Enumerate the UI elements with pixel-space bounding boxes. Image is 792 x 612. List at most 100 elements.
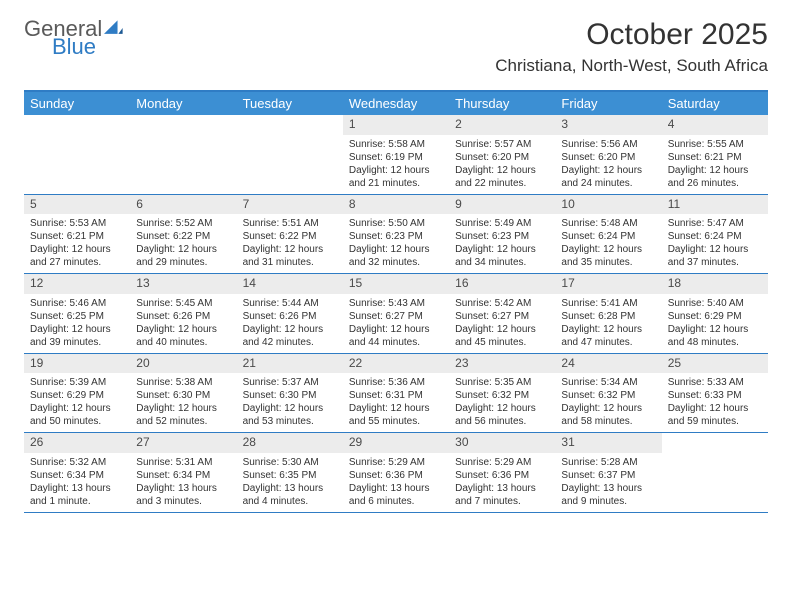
day-cell: 29Sunrise: 5:29 AMSunset: 6:36 PMDayligh… [343,433,449,512]
day-number: 17 [555,274,661,294]
week-row: 5Sunrise: 5:53 AMSunset: 6:21 PMDaylight… [24,195,768,275]
day-body: Sunrise: 5:39 AMSunset: 6:29 PMDaylight:… [24,373,130,432]
daylight-text: Daylight: 13 hours and 3 minutes. [136,482,230,508]
day-body: Sunrise: 5:30 AMSunset: 6:35 PMDaylight:… [237,453,343,512]
day-body: Sunrise: 5:53 AMSunset: 6:21 PMDaylight:… [24,214,130,273]
day-body: Sunrise: 5:41 AMSunset: 6:28 PMDaylight:… [555,294,661,353]
daylight-text: Daylight: 12 hours and 32 minutes. [349,243,443,269]
day-number: 23 [449,354,555,374]
daylight-text: Daylight: 12 hours and 55 minutes. [349,402,443,428]
day-cell: 7Sunrise: 5:51 AMSunset: 6:22 PMDaylight… [237,195,343,274]
sunrise-text: Sunrise: 5:34 AM [561,376,655,389]
day-number: 5 [24,195,130,215]
daylight-text: Daylight: 12 hours and 35 minutes. [561,243,655,269]
day-body: Sunrise: 5:37 AMSunset: 6:30 PMDaylight:… [237,373,343,432]
daylight-text: Daylight: 12 hours and 59 minutes. [668,402,762,428]
day-number: 26 [24,433,130,453]
sunrise-text: Sunrise: 5:40 AM [668,297,762,310]
sunset-text: Sunset: 6:36 PM [349,469,443,482]
day-body: Sunrise: 5:42 AMSunset: 6:27 PMDaylight:… [449,294,555,353]
day-cell: 22Sunrise: 5:36 AMSunset: 6:31 PMDayligh… [343,354,449,433]
daylight-text: Daylight: 12 hours and 22 minutes. [455,164,549,190]
day-number: 3 [555,115,661,135]
day-number: 9 [449,195,555,215]
day-body: Sunrise: 5:35 AMSunset: 6:32 PMDaylight:… [449,373,555,432]
day-cell: 3Sunrise: 5:56 AMSunset: 6:20 PMDaylight… [555,115,661,194]
daylight-text: Daylight: 12 hours and 44 minutes. [349,323,443,349]
day-number: 19 [24,354,130,374]
day-number: 28 [237,433,343,453]
day-body: Sunrise: 5:57 AMSunset: 6:20 PMDaylight:… [449,135,555,194]
day-body: Sunrise: 5:28 AMSunset: 6:37 PMDaylight:… [555,453,661,512]
logo: GeneralBlue [24,18,126,58]
day-cell: 24Sunrise: 5:34 AMSunset: 6:32 PMDayligh… [555,354,661,433]
day-cell: 30Sunrise: 5:29 AMSunset: 6:36 PMDayligh… [449,433,555,512]
sunset-text: Sunset: 6:30 PM [136,389,230,402]
day-cell: 20Sunrise: 5:38 AMSunset: 6:30 PMDayligh… [130,354,236,433]
month-title: October 2025 [495,18,768,52]
daylight-text: Daylight: 12 hours and 26 minutes. [668,164,762,190]
day-cell: 17Sunrise: 5:41 AMSunset: 6:28 PMDayligh… [555,274,661,353]
day-number: 10 [555,195,661,215]
sunrise-text: Sunrise: 5:36 AM [349,376,443,389]
day-body: Sunrise: 5:48 AMSunset: 6:24 PMDaylight:… [555,214,661,273]
sunset-text: Sunset: 6:28 PM [561,310,655,323]
calendar: Sunday Monday Tuesday Wednesday Thursday… [24,90,768,513]
sunset-text: Sunset: 6:20 PM [455,151,549,164]
sunrise-text: Sunrise: 5:28 AM [561,456,655,469]
day-body: Sunrise: 5:50 AMSunset: 6:23 PMDaylight:… [343,214,449,273]
sunrise-text: Sunrise: 5:47 AM [668,217,762,230]
day-number: 27 [130,433,236,453]
day-number: 24 [555,354,661,374]
day-cell: 28Sunrise: 5:30 AMSunset: 6:35 PMDayligh… [237,433,343,512]
day-body: Sunrise: 5:38 AMSunset: 6:30 PMDaylight:… [130,373,236,432]
day-number: 12 [24,274,130,294]
sunset-text: Sunset: 6:36 PM [455,469,549,482]
day-number: 14 [237,274,343,294]
daylight-text: Daylight: 13 hours and 4 minutes. [243,482,337,508]
day-number: 7 [237,195,343,215]
day-cell: 14Sunrise: 5:44 AMSunset: 6:26 PMDayligh… [237,274,343,353]
daylight-text: Daylight: 12 hours and 27 minutes. [30,243,124,269]
day-number: 31 [555,433,661,453]
daylight-text: Daylight: 12 hours and 58 minutes. [561,402,655,428]
day-body: Sunrise: 5:56 AMSunset: 6:20 PMDaylight:… [555,135,661,194]
day-body: Sunrise: 5:31 AMSunset: 6:34 PMDaylight:… [130,453,236,512]
daylight-text: Daylight: 12 hours and 40 minutes. [136,323,230,349]
day-body: Sunrise: 5:47 AMSunset: 6:24 PMDaylight:… [662,214,768,273]
day-number: 13 [130,274,236,294]
day-body: Sunrise: 5:36 AMSunset: 6:31 PMDaylight:… [343,373,449,432]
sunset-text: Sunset: 6:23 PM [455,230,549,243]
day-number: 22 [343,354,449,374]
day-body: Sunrise: 5:45 AMSunset: 6:26 PMDaylight:… [130,294,236,353]
daylight-text: Daylight: 12 hours and 48 minutes. [668,323,762,349]
day-header-thursday: Thursday [449,92,555,115]
day-cell: 1Sunrise: 5:58 AMSunset: 6:19 PMDaylight… [343,115,449,194]
sunrise-text: Sunrise: 5:58 AM [349,138,443,151]
daylight-text: Daylight: 12 hours and 53 minutes. [243,402,337,428]
day-number: 1 [343,115,449,135]
sunset-text: Sunset: 6:25 PM [30,310,124,323]
sunrise-text: Sunrise: 5:33 AM [668,376,762,389]
sunset-text: Sunset: 6:24 PM [668,230,762,243]
daylight-text: Daylight: 12 hours and 47 minutes. [561,323,655,349]
sunrise-text: Sunrise: 5:38 AM [136,376,230,389]
daylight-text: Daylight: 13 hours and 6 minutes. [349,482,443,508]
sunrise-text: Sunrise: 5:44 AM [243,297,337,310]
day-number: 4 [662,115,768,135]
daylight-text: Daylight: 12 hours and 52 minutes. [136,402,230,428]
daylight-text: Daylight: 12 hours and 21 minutes. [349,164,443,190]
day-body: Sunrise: 5:46 AMSunset: 6:25 PMDaylight:… [24,294,130,353]
sunrise-text: Sunrise: 5:42 AM [455,297,549,310]
day-cell: 18Sunrise: 5:40 AMSunset: 6:29 PMDayligh… [662,274,768,353]
daylight-text: Daylight: 12 hours and 31 minutes. [243,243,337,269]
day-number: 6 [130,195,236,215]
sunrise-text: Sunrise: 5:32 AM [30,456,124,469]
day-header-row: Sunday Monday Tuesday Wednesday Thursday… [24,92,768,115]
day-cell: 13Sunrise: 5:45 AMSunset: 6:26 PMDayligh… [130,274,236,353]
sunset-text: Sunset: 6:35 PM [243,469,337,482]
sunrise-text: Sunrise: 5:29 AM [349,456,443,469]
day-cell: 27Sunrise: 5:31 AMSunset: 6:34 PMDayligh… [130,433,236,512]
day-cell: 5Sunrise: 5:53 AMSunset: 6:21 PMDaylight… [24,195,130,274]
daylight-text: Daylight: 12 hours and 56 minutes. [455,402,549,428]
